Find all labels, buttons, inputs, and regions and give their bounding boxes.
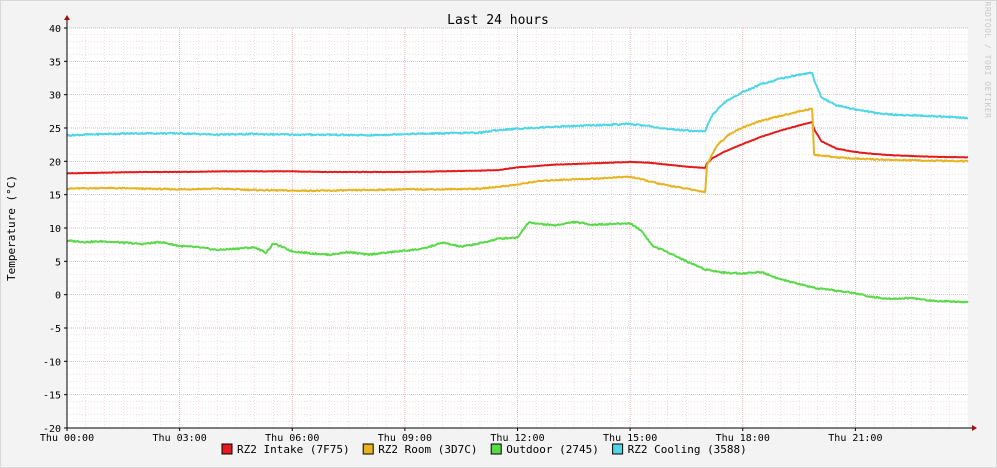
legend-label: RZ2 Room (3D7C) bbox=[378, 443, 477, 456]
y-tick-label: 10 bbox=[49, 224, 61, 235]
legend-item-3: Outdoor (2745) bbox=[490, 443, 599, 456]
y-tick-label: 35 bbox=[49, 57, 61, 68]
legend-item-1: RZ2 Intake (7F75) bbox=[221, 443, 350, 456]
series-line-4 bbox=[66, 71, 969, 137]
legend-swatch bbox=[362, 443, 374, 455]
legend-label: RZ2 Cooling (3588) bbox=[628, 443, 747, 456]
y-tick-label: 25 bbox=[49, 124, 61, 135]
y-tick-label: 15 bbox=[49, 191, 61, 202]
x-tick-label: Thu 03:00 bbox=[153, 433, 207, 444]
axes bbox=[64, 15, 977, 431]
series-line-1 bbox=[66, 120, 969, 175]
legend-swatch bbox=[221, 443, 233, 455]
x-tick-label: Thu 09:00 bbox=[378, 433, 432, 444]
series-line-2 bbox=[66, 107, 969, 194]
y-tick-label: 5 bbox=[55, 257, 61, 268]
legend-swatch bbox=[612, 443, 624, 455]
y-tick-label: -15 bbox=[43, 391, 61, 402]
legend-swatch bbox=[490, 443, 502, 455]
x-tick-label: Thu 21:00 bbox=[828, 433, 882, 444]
legend-item-4: RZ2 Cooling (3588) bbox=[612, 443, 747, 456]
y-tick-label: -5 bbox=[49, 324, 61, 335]
y-axis-arrow bbox=[64, 15, 70, 20]
x-tick-label: Thu 12:00 bbox=[490, 433, 544, 444]
series-layer bbox=[66, 71, 969, 304]
y-tick-label: 0 bbox=[55, 291, 61, 302]
chart-title: Last 24 hours bbox=[447, 13, 549, 28]
legend-item-2: RZ2 Room (3D7C) bbox=[362, 443, 478, 456]
x-tick-label: Thu 06:00 bbox=[265, 433, 319, 444]
watermark: RRDTOOL / TOBI OETIKER bbox=[983, 2, 992, 119]
y-tick-label: -10 bbox=[43, 357, 61, 368]
legend-label: RZ2 Intake (7F75) bbox=[237, 443, 350, 456]
x-tick-labels: Thu 00:00 Thu 03:00 Thu 06:00 Thu 09:00 Thu … bbox=[40, 433, 883, 444]
y-tick-label: 40 bbox=[49, 24, 61, 35]
x-axis-arrow bbox=[972, 425, 977, 431]
x-tick-label: Thu 00:00 bbox=[40, 433, 94, 444]
y-tick-label: -20 bbox=[43, 424, 61, 435]
x-tick-label: Thu 18:00 bbox=[716, 433, 770, 444]
legend-label: Outdoor (2745) bbox=[506, 443, 599, 456]
y-axis-label: Temperature (°C) bbox=[5, 175, 18, 281]
x-tick-label: Thu 15:00 bbox=[603, 433, 657, 444]
series-line-3 bbox=[66, 220, 969, 304]
y-tick-label: 20 bbox=[49, 157, 61, 168]
y-tick-label: 30 bbox=[49, 91, 61, 102]
legend: RZ2 Intake (7F75) RZ2 Room (3D7C) Outdoor … bbox=[221, 443, 747, 456]
y-tick-labels: 40 35 30 25 20 15 10 5 0 -5 -10 -15 -20 bbox=[43, 24, 61, 435]
